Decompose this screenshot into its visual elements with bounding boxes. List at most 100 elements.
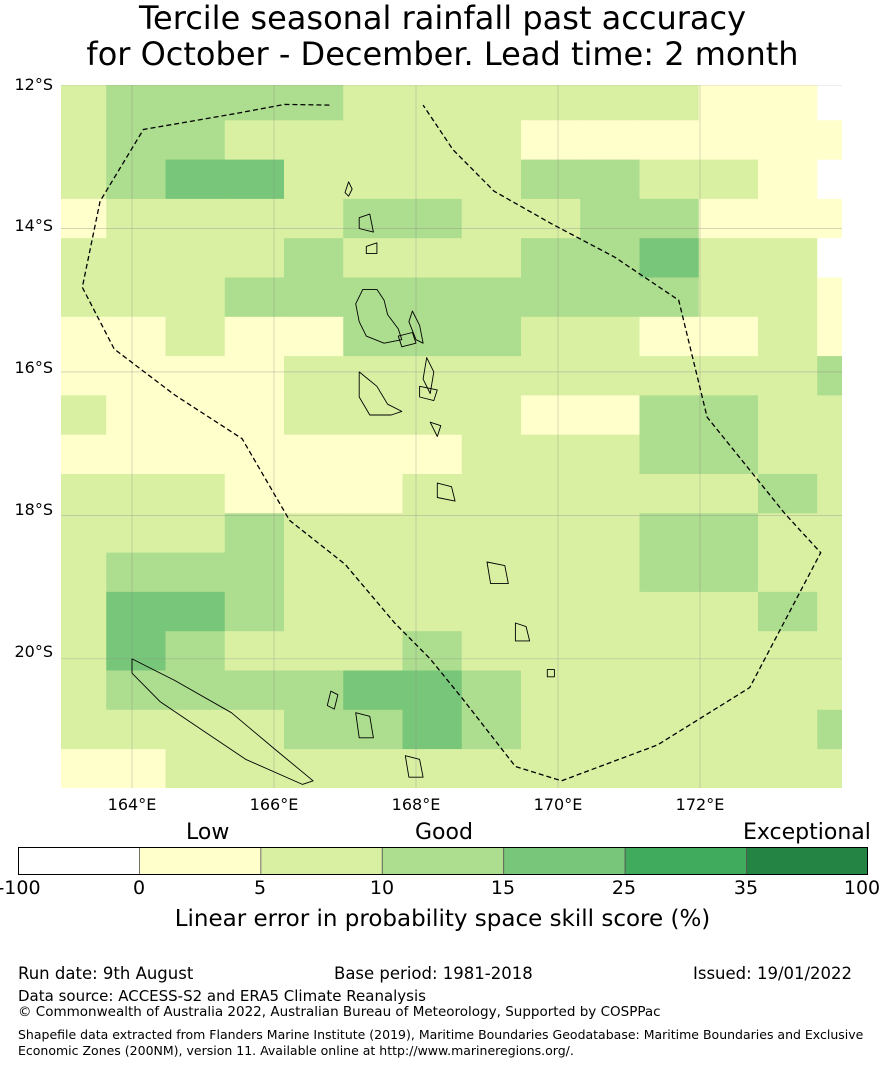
colorbar-frame — [18, 847, 868, 875]
skill-cell — [521, 85, 581, 121]
skill-cell — [639, 277, 700, 318]
skill-cell — [224, 356, 285, 396]
skill-cell — [758, 631, 818, 672]
skill-cell — [402, 277, 463, 318]
skill-cell — [61, 474, 107, 514]
skill-cell — [402, 474, 463, 514]
island-coastline — [355, 712, 374, 739]
skill-cell — [758, 395, 818, 436]
skill-cell — [698, 277, 759, 318]
colorbar-segment — [746, 847, 868, 875]
colorbar-segment — [381, 847, 505, 875]
skill-cell — [165, 749, 226, 788]
skill-cell — [817, 434, 842, 475]
skill-cell — [639, 552, 700, 593]
lon-label-166e: 166°E — [249, 795, 299, 814]
skill-cell — [580, 631, 641, 672]
skill-cell — [61, 316, 107, 357]
island-coastline — [344, 181, 353, 197]
skill-cell — [165, 709, 226, 750]
skill-cell — [402, 395, 463, 436]
skill-cell — [521, 434, 581, 475]
skill-cell — [461, 670, 522, 711]
skill-cell — [106, 474, 167, 514]
skill-cell — [284, 356, 344, 396]
lon-label-170e: 170°E — [533, 795, 583, 814]
skill-cell — [165, 85, 226, 121]
colorbar-label: Linear error in probability space skill … — [174, 906, 711, 932]
skill-cell — [580, 513, 641, 554]
skill-cell — [165, 120, 226, 161]
skill-cell — [758, 120, 818, 161]
skill-cell — [817, 85, 842, 121]
skill-cell — [817, 513, 842, 554]
tick-15: 15 — [490, 877, 516, 899]
skill-score-map — [61, 85, 842, 788]
skill-cell — [284, 238, 344, 279]
skill-cell — [61, 120, 107, 161]
colorbar-segment — [624, 847, 747, 875]
skill-cell — [106, 198, 167, 239]
skill-cell — [698, 749, 759, 788]
skill-cell — [461, 552, 522, 593]
skill-cell — [521, 277, 581, 318]
skill-cell — [758, 277, 818, 318]
skill-cell — [106, 277, 167, 318]
skill-cell — [521, 316, 581, 357]
skill-cell — [580, 709, 641, 750]
skill-cell — [817, 277, 842, 318]
category-low: Low — [186, 820, 230, 845]
skill-cell — [461, 513, 522, 554]
skill-cell — [698, 434, 759, 475]
skill-cell — [284, 277, 344, 318]
skill-cell — [224, 591, 285, 632]
skill-cell — [698, 631, 759, 672]
skill-cell — [402, 631, 463, 672]
eez-boundary — [81, 103, 822, 782]
skill-cell — [284, 85, 344, 121]
skill-cell — [343, 316, 404, 357]
skill-cell — [580, 591, 641, 632]
skill-cell — [61, 749, 107, 788]
skill-cell — [343, 277, 404, 318]
island-coastline — [326, 690, 339, 710]
skill-cell — [402, 120, 463, 161]
skill-cell — [165, 434, 226, 475]
tick-10: 10 — [369, 877, 395, 899]
skill-cell — [165, 277, 226, 318]
skill-cell — [817, 316, 842, 357]
skill-cell — [61, 434, 107, 475]
skill-cell — [817, 356, 842, 396]
skill-cell — [165, 591, 226, 632]
lon-label-164e: 164°E — [107, 795, 157, 814]
skill-cell — [758, 85, 818, 121]
skill-cell — [224, 434, 285, 475]
skill-cell — [461, 198, 522, 239]
skill-cell — [639, 159, 700, 200]
skill-cell — [224, 316, 285, 357]
skill-cell — [521, 159, 581, 200]
skill-cell — [224, 198, 285, 239]
skill-cell — [521, 591, 581, 632]
skill-cell — [521, 552, 581, 593]
colorbar-segment — [503, 847, 626, 875]
island-coastline — [358, 213, 374, 233]
lat-label-14s: 14°S — [14, 216, 53, 235]
skill-cell — [580, 85, 641, 121]
skill-cell — [758, 552, 818, 593]
skill-cell — [698, 709, 759, 750]
skill-cell — [106, 238, 167, 279]
tick-minus100: -100 — [0, 877, 41, 899]
skill-cell — [817, 198, 842, 239]
skill-cell — [698, 513, 759, 554]
skill-cell — [61, 552, 107, 593]
skill-cell — [461, 120, 522, 161]
island-coastline — [546, 669, 555, 678]
skill-cell — [580, 474, 641, 514]
skill-cell — [343, 631, 404, 672]
skill-cell — [639, 709, 700, 750]
skill-cell — [639, 395, 700, 436]
skill-cell — [758, 238, 818, 279]
skill-cell — [521, 709, 581, 750]
skill-cell — [284, 395, 344, 436]
